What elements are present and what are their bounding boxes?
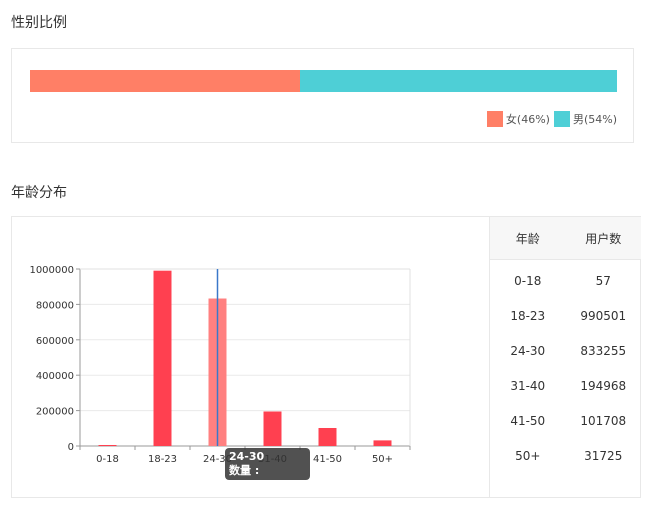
age-bar-chart: 0 200000 400000 600000 800000 1000000 0-18 18-2…: [29, 265, 411, 465]
y-tick-label: 200000: [36, 407, 74, 418]
bar-31-40: [263, 411, 282, 446]
legend-male[interactable]: 男(54%): [553, 111, 617, 127]
x-tick-label: 0-18: [96, 454, 119, 465]
male-ratio-bar[interactable]: [300, 70, 617, 92]
row-age: 0-18: [514, 273, 542, 288]
row-users: 833255: [580, 343, 627, 358]
row-age: 31-40: [510, 378, 546, 393]
row-age: 24-30: [510, 343, 546, 358]
female-ratio-bar[interactable]: [30, 70, 301, 92]
x-tick-label: 24-30: [203, 454, 232, 465]
legend-female-label: 女(46%): [505, 113, 550, 126]
bar-18-23: [153, 270, 172, 446]
age-panel: 0 200000 400000 600000 800000 1000000 0-18 18-2…: [11, 216, 641, 498]
y-tick-label: 1000000: [29, 265, 74, 276]
bar-41-50: [318, 427, 337, 446]
table-row: 18-23 990501: [490, 298, 641, 333]
x-tick-label: 50+: [372, 454, 393, 465]
table-row: 0-18 57: [490, 263, 641, 298]
age-distribution-title: 年龄分布: [11, 185, 67, 201]
row-users: 101708: [580, 413, 627, 428]
x-tick-label: 41-50: [313, 454, 342, 465]
legend-male-swatch: [553, 111, 570, 127]
y-tick-label: 0: [68, 442, 74, 453]
row-age: 41-50: [510, 413, 546, 428]
gender-panel: 女(46%) 男(54%): [11, 48, 634, 143]
table-row: 50+ 31725: [490, 438, 641, 473]
table-row: 41-50 101708: [490, 403, 641, 438]
row-age: 50+: [515, 448, 541, 463]
legend-male-label: 男(54%): [572, 113, 617, 126]
y-tick-label: 600000: [36, 336, 74, 347]
bar-50+: [373, 440, 392, 446]
chart-tooltip: 24-30 数量 : 833,255: [225, 448, 310, 491]
row-users: 57: [595, 273, 611, 288]
bar-0-18: [98, 445, 117, 446]
row-users: 990501: [580, 308, 627, 323]
legend-female-swatch: [486, 111, 503, 127]
row-age: 18-23: [510, 308, 546, 323]
y-tick-label: 800000: [36, 300, 74, 311]
x-tick-label: 18-23: [148, 454, 177, 465]
tooltip-value: 数量 : 833,255: [229, 464, 280, 491]
gender-legend: 女(46%) 男(54%): [483, 111, 617, 127]
header-users: 用户数: [585, 231, 622, 246]
row-users: 194968: [580, 378, 627, 393]
age-table-header: 年龄 用户数: [490, 217, 641, 260]
y-tick-label: 400000: [36, 371, 74, 382]
header-age: 年龄: [515, 231, 540, 246]
row-users: 31725: [584, 448, 623, 463]
gender-ratio-title: 性别比例: [11, 15, 67, 31]
legend-female[interactable]: 女(46%): [486, 111, 550, 127]
table-row: 24-30 833255: [490, 333, 641, 368]
table-row: 31-40 194968: [490, 368, 641, 403]
tooltip-title: 24-30: [229, 450, 265, 463]
age-table: 年龄 用户数 0-18 57 18-23 990501 24-30 833255…: [489, 217, 641, 497]
